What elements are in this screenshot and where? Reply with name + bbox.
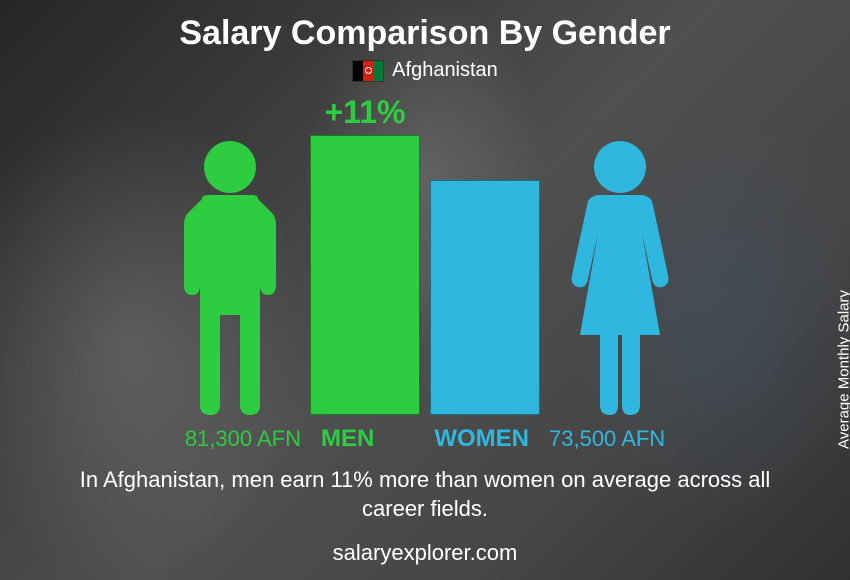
- men-label: MEN: [321, 425, 374, 453]
- labels-row: 81,300 AFN MEN WOMEN 73,500 AFN: [0, 425, 850, 453]
- women-bar-group: [430, 85, 540, 415]
- percent-difference-label: +11%: [325, 94, 406, 131]
- flag-stripe-3: [373, 61, 383, 81]
- description-text: In Afghanistan, men earn 11% more than w…: [0, 465, 850, 524]
- y-axis-label: Average Monthly Salary: [836, 290, 850, 449]
- country-row: Afghanistan: [352, 59, 498, 82]
- chart-row: +11%: [160, 82, 690, 415]
- country-name: Afghanistan: [392, 59, 498, 82]
- chart-area: +11%: [0, 82, 850, 415]
- page-title: Salary Comparison By Gender: [179, 14, 670, 53]
- flag-stripe-2: [363, 61, 373, 81]
- men-salary-value: 81,300 AFN: [185, 426, 301, 452]
- female-person-icon: [550, 135, 690, 415]
- infographic-container: Salary Comparison By Gender Afghanistan …: [0, 0, 850, 580]
- footer-link[interactable]: salaryexplorer.com: [333, 540, 518, 566]
- flag-icon: [352, 60, 384, 82]
- women-bar: [430, 180, 540, 415]
- men-bar: [310, 135, 420, 415]
- male-person-icon: [160, 135, 300, 415]
- women-salary-value: 73,500 AFN: [549, 426, 665, 452]
- women-label: WOMEN: [434, 425, 529, 453]
- men-bar-group: +11%: [310, 85, 420, 415]
- flag-stripe-1: [353, 61, 363, 81]
- flag-emblem: [365, 67, 372, 74]
